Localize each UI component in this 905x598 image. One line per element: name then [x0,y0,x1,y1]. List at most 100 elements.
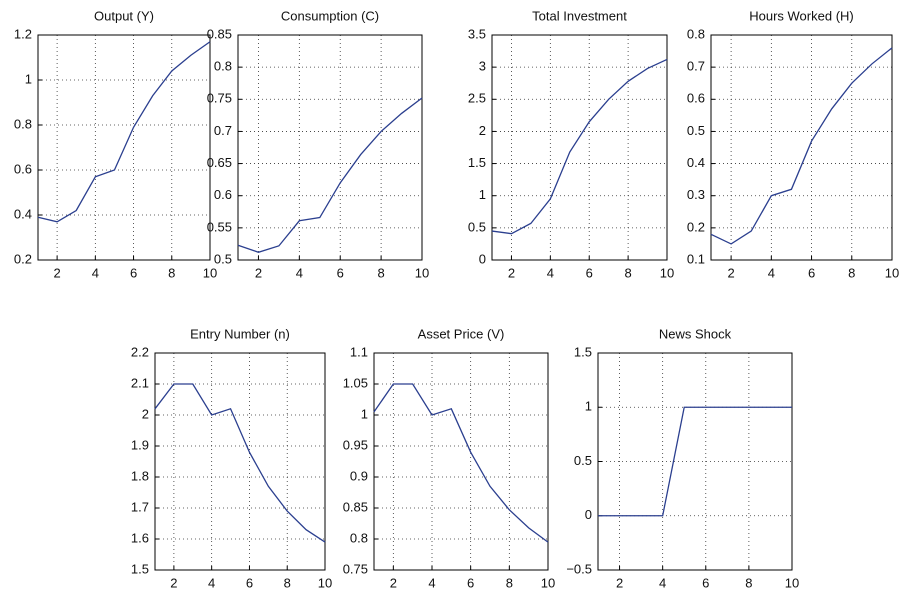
y-tick-label: 0.6 [14,161,32,176]
plot-frame [154,352,326,571]
y-tick-label: 0.8 [214,59,232,74]
y-tick-label: −0.5 [566,561,592,576]
y-tick-label: 0.75 [343,561,368,576]
plot-frame [37,34,211,261]
y-tick-label: 0.5 [574,453,592,468]
y-tick-label: 0.65 [207,155,232,170]
y-tick-label: 0.2 [14,251,32,266]
y-tick-label: 3 [479,59,486,74]
y-tick-label: 1 [361,406,368,421]
y-tick-label: 1.6 [131,530,149,545]
y-tick-label: 0.7 [214,123,232,138]
y-tick-label: 1.2 [14,26,32,41]
x-tick-label: 6 [130,265,137,280]
x-tick-label: 4 [428,575,435,590]
y-tick-label: 0.8 [687,26,705,41]
y-tick-label: 0.2 [687,219,705,234]
x-tick-label: 4 [208,575,215,590]
x-tick-label: 8 [506,575,513,590]
y-tick-label: 0.7 [687,59,705,74]
y-tick-label: 2 [142,406,149,421]
plot-frame [373,352,549,571]
x-tick-label: 10 [203,265,217,280]
panel-title: Total Investment [532,8,627,23]
x-tick-label: 8 [624,265,631,280]
x-tick-label: 8 [284,575,291,590]
y-tick-label: 0.1 [687,251,705,266]
y-tick-label: 0.5 [214,251,232,266]
x-tick-label: 10 [885,265,899,280]
x-tick-label: 2 [170,575,177,590]
y-tick-label: 0.3 [687,187,705,202]
y-tick-label: 1.5 [131,561,149,576]
x-tick-label: 6 [467,575,474,590]
x-tick-label: 6 [337,265,344,280]
y-tick-label: 0.8 [350,530,368,545]
y-tick-label: 0.5 [687,123,705,138]
panel-title: Entry Number (n) [190,326,290,341]
panel-title: Consumption (C) [281,8,379,23]
y-tick-label: 2.5 [468,91,486,106]
y-tick-label: 2.2 [131,344,149,359]
y-tick-label: 1.9 [131,437,149,452]
y-tick-label: 0.9 [350,468,368,483]
x-tick-label: 6 [808,265,815,280]
y-tick-label: 0.95 [343,437,368,452]
x-tick-label: 4 [296,265,303,280]
y-tick-label: 0.5 [468,219,486,234]
x-tick-label: 6 [702,575,709,590]
y-tick-label: 1.05 [343,375,368,390]
x-tick-label: 2 [53,265,60,280]
data-line [237,97,423,253]
y-tick-label: 1.5 [574,344,592,359]
y-tick-label: 1 [585,399,592,414]
y-tick-label: 0.6 [214,187,232,202]
plot-frame [491,34,668,261]
data-line [710,47,893,245]
y-tick-label: 0.4 [687,155,705,170]
y-tick-label: 0.85 [343,499,368,514]
data-line [37,41,211,223]
x-tick-label: 2 [616,575,623,590]
x-tick-label: 10 [541,575,555,590]
x-tick-label: 10 [785,575,799,590]
y-tick-label: 0 [479,251,486,266]
y-tick-label: 1.5 [468,155,486,170]
plot-frame [597,352,793,571]
x-tick-label: 8 [168,265,175,280]
x-tick-label: 8 [377,265,384,280]
y-tick-label: 1 [25,71,32,86]
plot-frame [237,34,423,261]
y-tick-label: 1 [479,187,486,202]
x-tick-label: 4 [547,265,554,280]
panel-title: Output (Y) [94,8,154,23]
data-line [373,383,549,543]
x-tick-label: 4 [659,575,666,590]
y-tick-label: 1.7 [131,499,149,514]
x-tick-label: 10 [318,575,332,590]
x-tick-label: 10 [415,265,429,280]
y-tick-label: 2.1 [131,375,149,390]
panel-title: News Shock [659,326,732,341]
data-line [154,383,326,543]
plot-frame [710,34,893,261]
x-tick-label: 6 [586,265,593,280]
panel-title: Asset Price (V) [418,326,505,341]
x-tick-label: 2 [390,575,397,590]
y-tick-label: 0.6 [687,91,705,106]
x-tick-label: 6 [246,575,253,590]
x-tick-label: 8 [745,575,752,590]
x-tick-label: 4 [92,265,99,280]
x-tick-label: 10 [660,265,674,280]
x-tick-label: 8 [848,265,855,280]
data-line [598,406,792,517]
x-tick-label: 2 [255,265,262,280]
x-tick-label: 4 [768,265,775,280]
x-tick-label: 2 [508,265,515,280]
y-tick-label: 0 [585,507,592,522]
data-line [491,58,668,235]
y-tick-label: 0.75 [207,91,232,106]
y-tick-label: 1.1 [350,344,368,359]
y-tick-label: 0.85 [207,26,232,41]
x-tick-label: 2 [727,265,734,280]
